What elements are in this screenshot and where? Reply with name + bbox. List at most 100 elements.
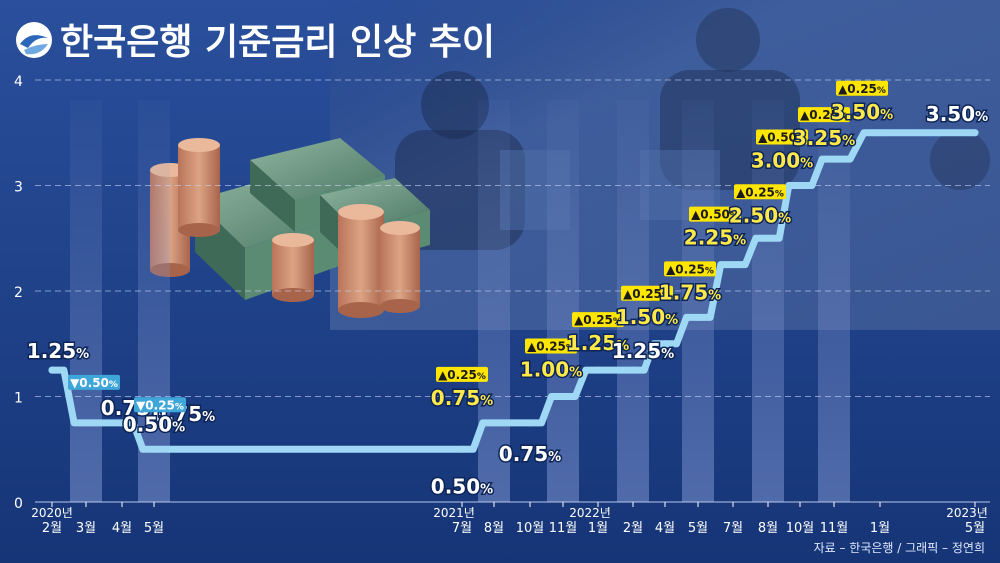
month-band: [752, 100, 784, 502]
rate-hike-badge: ▲0.25%: [734, 184, 786, 200]
y-tick-label: 4: [14, 74, 23, 90]
month-bands: [70, 100, 850, 502]
rate-hike-badge: ▲0.50%: [756, 129, 808, 145]
value-label: 1.25%: [567, 331, 629, 355]
value-label: 0.50%: [431, 474, 493, 498]
change-label: ▲0.25%: [438, 368, 486, 382]
change-label: ▲0.25%: [736, 185, 784, 199]
change-label: ▲0.25%: [800, 108, 848, 122]
value-label: 3.50%: [926, 102, 988, 126]
rate-point: [971, 129, 979, 137]
x-tick-label: 8월: [758, 521, 778, 536]
month-band: [547, 100, 579, 502]
grid-lines: [35, 79, 990, 503]
rate-point: [526, 419, 534, 427]
value-label: 3.25%: [793, 126, 855, 150]
rate-point: [764, 234, 772, 242]
value-label: 1.50%: [616, 305, 678, 329]
x-axis: 2월 3월 4월 5월 7월 8월 10월 11월 1월 2월 4월 5월 7월 8월 10월 11월 1월 5월…: [31, 502, 988, 536]
change-label: ▲0.25%: [527, 340, 575, 354]
rate-point: [82, 419, 90, 427]
rate-point: [118, 419, 126, 427]
change-label: ▲0.25%: [574, 313, 622, 327]
rate-hike-badge: ▲0.25%: [436, 366, 488, 382]
rate-point: [729, 261, 737, 269]
value-label: 2.25%: [684, 226, 746, 250]
value-label: 1.25%: [27, 339, 89, 363]
change-label: ▲0.25%: [666, 262, 714, 276]
value-label: 3.50%: [831, 100, 893, 124]
value-label: 2.50%: [729, 203, 791, 227]
rate-hike-badge: ▲0.25%: [836, 80, 888, 96]
x-tick-label: 5월: [688, 521, 708, 536]
title-block: 한국은행 기준금리 인상 추이: [16, 22, 495, 63]
rate-point: [594, 366, 602, 374]
y-tick-label: 2: [14, 285, 23, 301]
year-label: 2020년: [31, 506, 73, 520]
rate-cut-badge: ▼0.25%: [134, 397, 186, 413]
rate-point: [661, 340, 669, 348]
rate-hike-badge: ▲0.25%: [525, 338, 577, 354]
x-tick-label: 1월: [588, 521, 608, 536]
x-tick-label: 2월: [42, 521, 62, 536]
source-credit: 자료 – 한국은행 / 그래픽 – 정연희: [814, 540, 985, 555]
month-band: [818, 100, 850, 502]
month-band: [138, 100, 170, 502]
change-label: ▼0.25%: [136, 398, 184, 412]
money-illustration: [150, 138, 430, 318]
rate-line-series: [48, 129, 979, 453]
rate-hike-badge: ▲0.50%: [689, 206, 741, 222]
rate-hike-badge: ▲0.25%: [798, 107, 850, 123]
rate-point: [150, 445, 158, 453]
y-tick-label: 0: [14, 496, 23, 512]
rate-point: [48, 366, 56, 374]
x-tick-label: 10월: [786, 521, 815, 536]
value-label: 3.00%: [751, 149, 813, 173]
value-label: 0.75%: [499, 442, 561, 466]
rate-point: [458, 445, 466, 453]
y-tick-label: 3: [14, 180, 23, 196]
month-band: [478, 100, 510, 502]
value-label: 1.25%: [612, 339, 674, 363]
change-label: ▲0.25%: [623, 287, 671, 301]
change-label: ▲0.50%: [691, 208, 739, 222]
data-labels: 1.25%0.75%▼0.50%0.75%0.50%▼0.25%0.50%0.7…: [25, 80, 990, 500]
y-tick-label: 1: [14, 391, 23, 407]
bank-logo-icon: [16, 22, 52, 58]
change-label: ▼0.50%: [70, 376, 118, 390]
rate-cut-badge: ▼0.50%: [68, 374, 120, 390]
page-title: 한국은행 기준금리 인상 추이: [60, 22, 495, 63]
x-tick-label: 4월: [655, 521, 675, 536]
rate-point: [694, 313, 702, 321]
change-label: ▲0.25%: [838, 82, 886, 96]
coin-stack-icon: [150, 138, 420, 318]
month-band: [70, 100, 102, 502]
year-label: 2022년: [569, 506, 611, 520]
x-tick-label: 4월: [112, 521, 132, 536]
change-label: ▲0.50%: [758, 131, 806, 145]
value-label: 0.75%: [431, 386, 493, 410]
x-tick-label: 7월: [452, 521, 472, 536]
x-tick-label: 3월: [76, 521, 96, 536]
x-tick-label: 8월: [484, 521, 504, 536]
x-tick-label: 7월: [723, 521, 743, 536]
rate-point: [876, 129, 884, 137]
rate-point: [559, 393, 567, 400]
x-tick-label: 1월: [870, 521, 890, 536]
rate-hike-badge: ▲0.25%: [572, 312, 624, 328]
value-label: 1.75%: [659, 280, 721, 304]
rate-point: [629, 366, 637, 374]
rate-point: [796, 182, 804, 189]
value-label: 1.00%: [520, 358, 582, 382]
x-tick-label: 10월: [516, 521, 545, 536]
year-label: 2023년: [946, 506, 988, 520]
month-band: [617, 100, 649, 502]
value-label: 0.50%: [123, 412, 185, 436]
x-tick-label: 5월: [965, 521, 985, 536]
y-axis: 0 1 2 3 4: [14, 74, 23, 512]
x-tick-label: 2월: [623, 521, 643, 536]
rate-hike-badge: ▲0.25%: [621, 285, 673, 301]
x-tick-label: 5월: [144, 521, 164, 536]
